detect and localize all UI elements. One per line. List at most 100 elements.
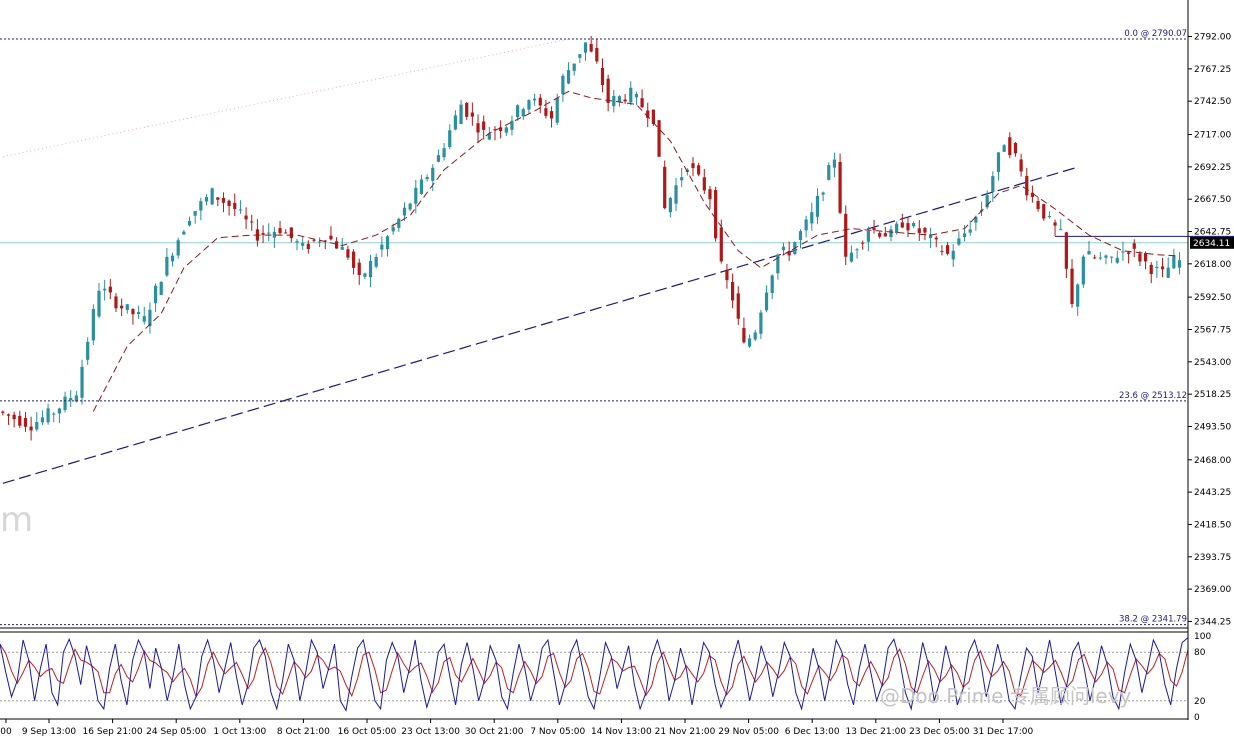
candle-down <box>945 245 950 254</box>
candle-up <box>199 201 203 211</box>
candle-up <box>391 227 395 232</box>
candle-up <box>272 231 276 238</box>
candle-down <box>940 251 944 253</box>
candle-down <box>244 215 248 220</box>
candle-down <box>233 202 237 209</box>
candle-up <box>747 338 752 347</box>
candle-up <box>832 159 837 168</box>
candle-up <box>182 231 186 235</box>
current-price-label: 2634.11 <box>1193 239 1230 249</box>
candle-up <box>1166 267 1170 278</box>
candle-down <box>538 97 542 106</box>
candle-up <box>1155 266 1159 269</box>
candle-up <box>516 105 520 118</box>
candle-up <box>187 220 192 226</box>
candle-up <box>459 104 463 125</box>
time-tick-label: 30 Oct 21:00 <box>465 727 524 737</box>
candle-up <box>397 218 401 228</box>
candle-up <box>40 417 45 423</box>
candle-down <box>1093 257 1097 259</box>
candle-down <box>1030 192 1035 197</box>
candle-up <box>52 413 56 415</box>
candle-up <box>210 188 214 205</box>
price-tick-label: 2344.25 <box>1194 617 1231 627</box>
candle-down <box>600 67 605 86</box>
candle-up <box>318 241 322 243</box>
candle-up <box>533 98 537 101</box>
candle-down <box>12 414 16 420</box>
candle-down <box>725 269 729 281</box>
candle-down <box>351 251 356 268</box>
candle-up <box>1177 260 1182 268</box>
candle-up <box>1104 255 1108 258</box>
time-tick-label: 24 Sep 05:00 <box>146 727 206 737</box>
candle-down <box>549 111 554 119</box>
candle-up <box>1081 256 1085 285</box>
price-tick-label: 2618.00 <box>1194 260 1231 270</box>
time-tick-label: 7 Nov 05:00 <box>530 727 585 737</box>
candle-up <box>1002 145 1006 152</box>
candle-up <box>1059 228 1063 230</box>
candle-up <box>170 255 175 262</box>
candle-up <box>295 241 299 243</box>
candle-down <box>595 48 599 62</box>
price-tick-label: 2667.50 <box>1194 195 1231 205</box>
trendline <box>2 38 569 158</box>
stoch-signal-line <box>0 643 1189 698</box>
candle-up <box>583 42 588 53</box>
candle-up <box>453 115 457 130</box>
candle-down <box>878 232 882 237</box>
candle-down <box>640 98 644 108</box>
moving-average-layer <box>92 90 1180 412</box>
candle-down <box>227 200 231 207</box>
candle-up <box>996 152 1001 172</box>
candle-up <box>487 133 491 140</box>
candle-down <box>323 240 327 242</box>
trendline <box>2 166 1078 484</box>
candle-up <box>578 54 582 58</box>
candle-up <box>1115 257 1119 263</box>
candle-down <box>1070 268 1074 305</box>
candle-down <box>606 78 610 103</box>
candle-down <box>663 166 667 209</box>
candle-down <box>221 198 226 203</box>
candle-up <box>408 203 412 210</box>
candle-down <box>872 227 876 230</box>
candle-up <box>137 311 141 315</box>
candle-up <box>521 109 525 117</box>
candle-up <box>968 229 972 233</box>
candle-up <box>510 120 514 130</box>
candle-up <box>561 75 565 95</box>
candle-up <box>91 309 95 341</box>
candle-up <box>1121 251 1125 253</box>
candle-up <box>1087 251 1091 255</box>
current-price-box <box>1190 236 1234 249</box>
price-tick-label: 2742.50 <box>1194 97 1231 107</box>
candle-down <box>120 305 124 309</box>
moving-average-line <box>92 90 1180 412</box>
candle-down <box>623 99 627 102</box>
candle-up <box>504 127 508 133</box>
fib-level-label: 23.6 @ 2513.12 <box>1119 391 1187 401</box>
candle-up <box>895 223 899 234</box>
time-tick-label: 23 Oct 13:00 <box>401 727 460 737</box>
time-tick-label: 31 Dec 17:00 <box>973 727 1034 737</box>
candle-up <box>448 130 452 148</box>
candle-down <box>1132 243 1136 249</box>
candle-down <box>284 232 288 234</box>
candle-up <box>764 292 769 311</box>
candle-up <box>165 256 169 276</box>
candle-up <box>889 229 893 238</box>
candle-up <box>368 260 373 278</box>
price-tick-label: 2518.25 <box>1194 390 1231 400</box>
candle-down <box>476 123 480 133</box>
candle-down <box>1013 142 1018 154</box>
candle-down <box>216 197 220 200</box>
candle-up <box>629 87 633 103</box>
candle-up <box>74 395 78 402</box>
candle-up <box>912 223 916 227</box>
candle-down <box>1053 222 1057 226</box>
candle-up <box>380 244 384 250</box>
price-tick-label: 2642.75 <box>1194 228 1231 238</box>
